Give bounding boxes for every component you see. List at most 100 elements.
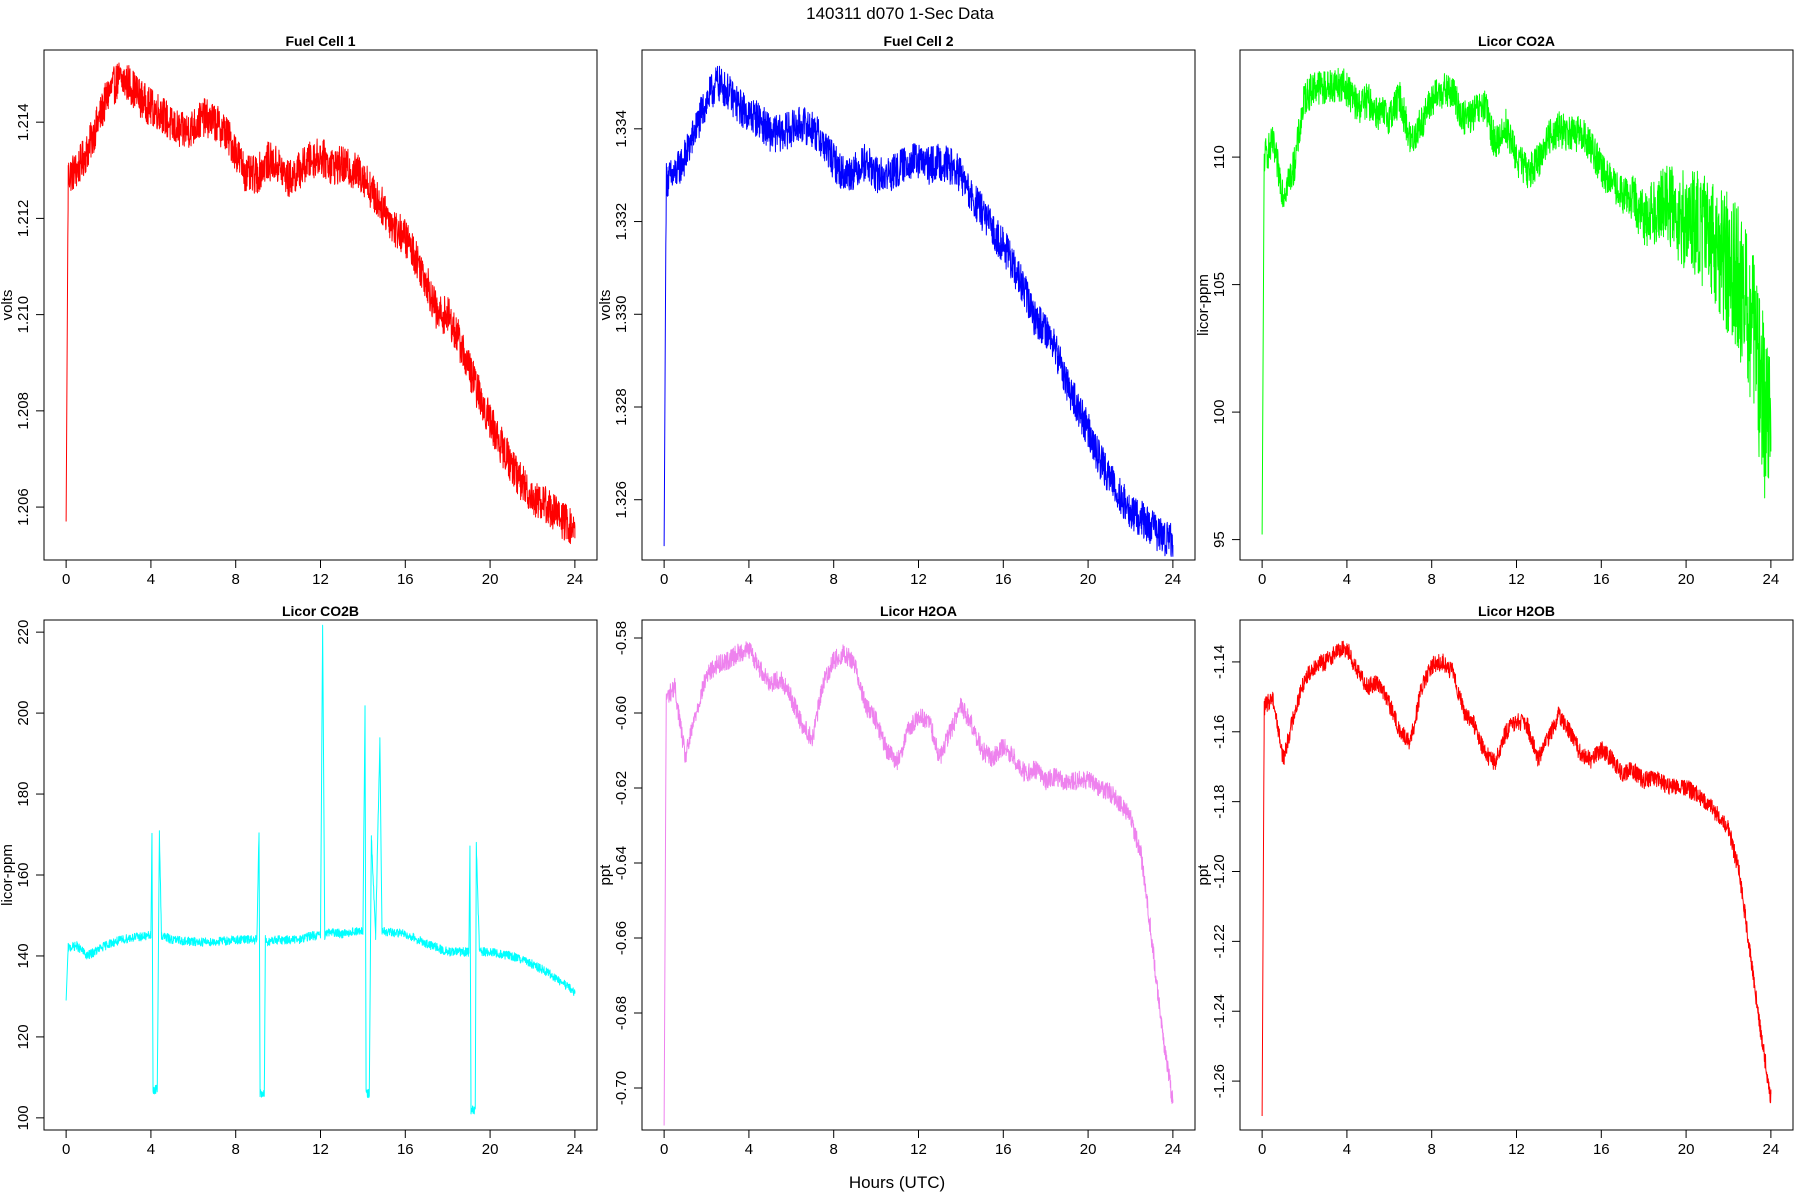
y-axis-label: ppt (1195, 864, 1212, 886)
x-tick-label: 0 (1258, 1141, 1266, 1158)
x-tick-label: 8 (1428, 571, 1436, 588)
y-tick-label: 1.334 (613, 110, 630, 148)
x-tick-label: 0 (1258, 571, 1266, 588)
x-tick-label: 20 (1678, 571, 1695, 588)
x-tick-label: 24 (1165, 571, 1182, 588)
x-tick-label: 24 (1763, 571, 1780, 588)
series-line-licor-co2a (1261, 67, 1772, 535)
x-tick-label: 16 (397, 571, 414, 588)
y-tick-label: -0.64 (613, 846, 630, 880)
panel-title: Licor H2OA (880, 603, 957, 619)
y-tick-label: -0.70 (613, 1071, 630, 1105)
plot-frame (1239, 49, 1794, 561)
x-tick-label: 16 (995, 1141, 1012, 1158)
panel-title: Licor CO2A (1478, 33, 1555, 49)
y-tick-label: 140 (15, 943, 32, 968)
y-tick-label: 1.330 (613, 295, 630, 333)
y-axis-label: licor-ppm (0, 844, 16, 906)
x-tick-label: 4 (745, 1141, 753, 1158)
series-line-fuel-cell-2 (663, 65, 1174, 557)
x-tick-label: 20 (1080, 1141, 1097, 1158)
y-tick-label: -1.22 (1211, 924, 1228, 958)
x-tick-label: 20 (1080, 571, 1097, 588)
x-tick-label: 0 (660, 1141, 668, 1158)
x-tick-label: 0 (62, 1141, 70, 1158)
plot-frame (1239, 619, 1794, 1131)
x-tick-label: 8 (232, 1141, 240, 1158)
x-tick-label: 4 (147, 571, 155, 588)
panel-licor-co2a: Licor CO2A licor-ppm 0 4 8 12 16 20 24 95 100 105 11… (1195, 33, 1794, 588)
x-tick-label: 4 (147, 1141, 155, 1158)
x-tick-label: 8 (1428, 1141, 1436, 1158)
y-tick-label: 95 (1211, 531, 1228, 548)
y-tick-label: 1.214 (15, 103, 32, 141)
x-tick-label: 12 (312, 571, 329, 588)
x-tick-label: 20 (482, 1141, 499, 1158)
panel-fuel-cell-1: Fuel Cell 1 volts 0 4 8 12 16 20 24 1.206 1.208 1.2… (0, 33, 598, 588)
y-tick-label: 180 (15, 782, 32, 807)
y-tick-label: -0.62 (613, 771, 630, 805)
x-tick-label: 16 (397, 1141, 414, 1158)
panel-licor-co2b: Licor CO2B licor-ppm 0 4 8 12 16 20 24 100 120 140 1… (0, 603, 598, 1158)
y-tick-label: -0.60 (613, 696, 630, 730)
y-tick-label: 1.328 (613, 388, 630, 426)
y-tick-label: -1.16 (1211, 715, 1228, 749)
series-line-licor-co2b (65, 624, 576, 1115)
panel-title: Fuel Cell 1 (285, 33, 355, 49)
y-tick-label: 100 (1211, 400, 1228, 425)
y-tick-label: 1.212 (15, 200, 32, 238)
y-axis-label: volts (597, 290, 614, 321)
series-line-licor-h2ob (1261, 640, 1772, 1117)
panel-title: Licor H2OB (1478, 603, 1555, 619)
y-tick-label: 100 (15, 1105, 32, 1130)
figure-xaxis-title: Hours (UTC) (849, 1173, 945, 1192)
x-tick-label: 4 (1343, 571, 1351, 588)
y-tick-label: 120 (15, 1024, 32, 1049)
y-tick-label: 160 (15, 862, 32, 887)
y-axis-label: volts (0, 290, 16, 321)
panel-licor-h2ob: Licor H2OB ppt 0 4 8 12 16 20 24 -1.26 -1.24 -1.22 -… (1195, 603, 1794, 1158)
chart-panels: Fuel Cell 1 volts 0 4 8 12 16 20 24 1.206 1.208 1.2… (0, 33, 1794, 1158)
x-tick-label: 12 (910, 1141, 927, 1158)
x-tick-label: 24 (567, 571, 584, 588)
panel-licor-h2oa: Licor H2OA ppt 0 4 8 12 16 20 24 -0.70 -0.68 -0.66 -… (597, 603, 1196, 1158)
x-tick-label: 16 (1593, 1141, 1610, 1158)
x-tick-label: 0 (62, 571, 70, 588)
y-tick-label: -1.18 (1211, 785, 1228, 819)
y-tick-label: -1.14 (1211, 645, 1228, 679)
x-tick-label: 16 (1593, 571, 1610, 588)
panel-fuel-cell-2: Fuel Cell 2 volts 0 4 8 12 16 20 24 1.326 1.328 1.3… (597, 33, 1196, 588)
panel-title: Licor CO2B (282, 603, 359, 619)
y-axis-label: licor-ppm (1195, 274, 1212, 336)
x-tick-label: 8 (830, 571, 838, 588)
y-tick-label: 1.332 (613, 203, 630, 241)
y-tick-label: 1.326 (613, 481, 630, 519)
y-tick-label: 105 (1211, 272, 1228, 297)
y-tick-label: 110 (1211, 145, 1228, 169)
y-tick-label: -1.26 (1211, 1064, 1228, 1098)
y-tick-label: -0.66 (613, 921, 630, 955)
panel-title: Fuel Cell 2 (883, 33, 953, 49)
x-tick-label: 24 (1165, 1141, 1182, 1158)
x-tick-label: 20 (482, 571, 499, 588)
y-tick-label: -1.24 (1211, 994, 1228, 1028)
x-tick-label: 12 (910, 571, 927, 588)
y-tick-label: 1.206 (15, 488, 32, 526)
x-tick-label: 12 (1508, 571, 1525, 588)
x-tick-label: 4 (1343, 1141, 1351, 1158)
y-tick-label: -0.68 (613, 996, 630, 1030)
x-tick-label: 12 (312, 1141, 329, 1158)
series-line-fuel-cell-1 (65, 62, 576, 545)
x-tick-label: 24 (567, 1141, 584, 1158)
x-tick-label: 4 (745, 571, 753, 588)
series-line-licor-h2oa (663, 641, 1174, 1126)
x-tick-label: 0 (660, 571, 668, 588)
plot-frame (641, 619, 1196, 1131)
y-tick-label: 1.208 (15, 392, 32, 430)
y-axis-label: ppt (597, 864, 614, 886)
y-tick-label: 200 (15, 701, 32, 726)
x-tick-label: 12 (1508, 1141, 1525, 1158)
y-tick-label: 1.210 (15, 296, 32, 334)
figure-title: 140311 d070 1-Sec Data (806, 4, 994, 23)
